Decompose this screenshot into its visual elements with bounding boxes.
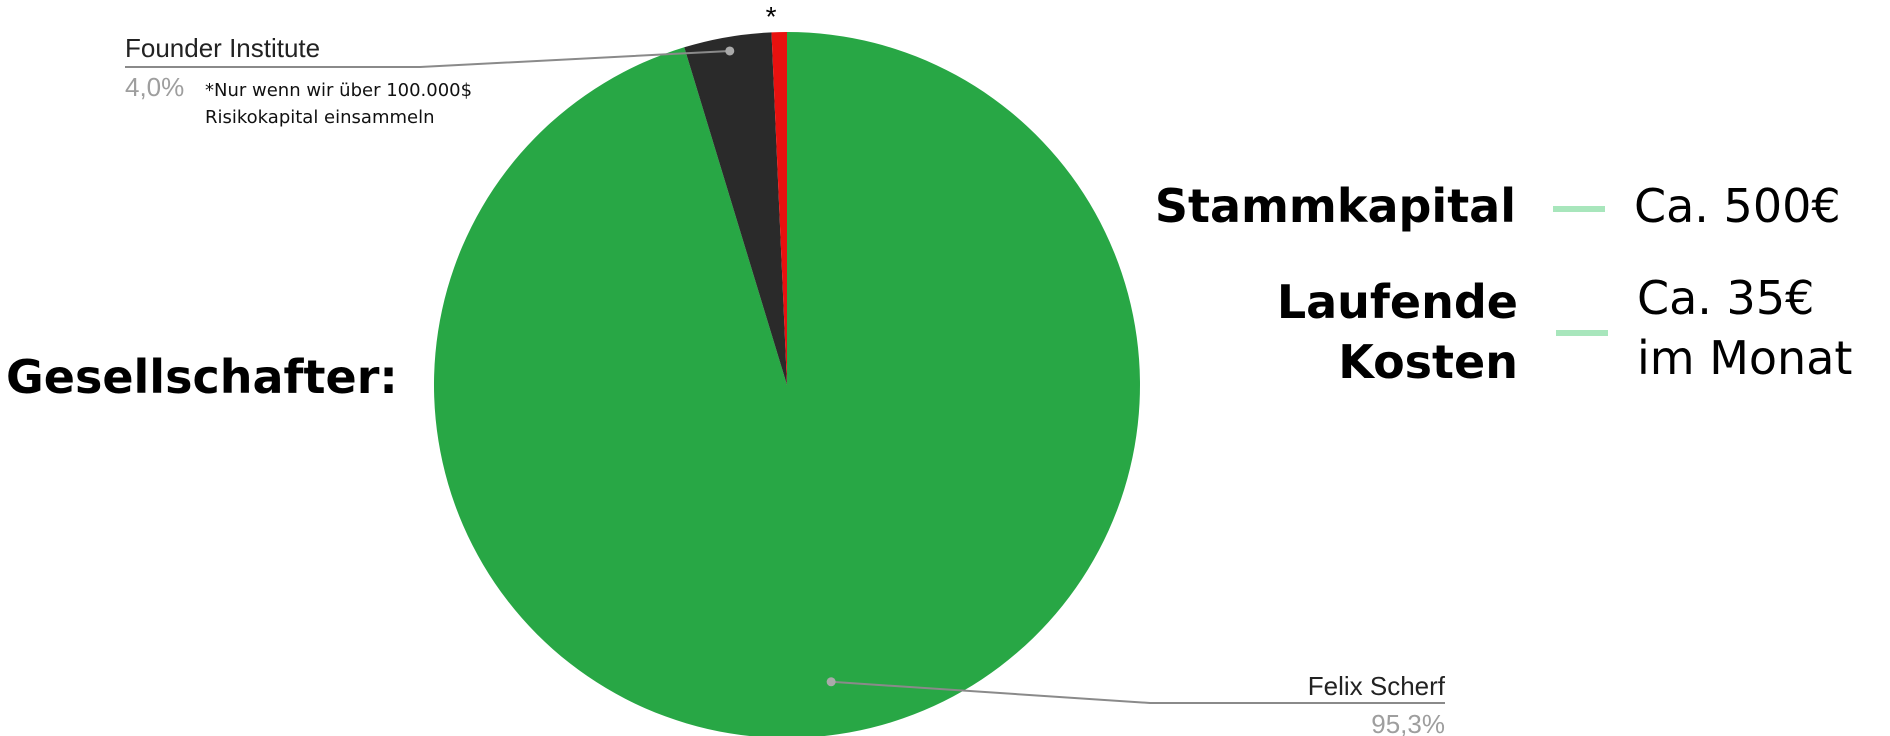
stammkapital-value: Ca. 500€ <box>1634 179 1841 233</box>
stammkapital-label: Stammkapital <box>1154 179 1516 233</box>
slice-label-1: Founder Institute <box>125 33 320 63</box>
slice-value-label-0: 95,3% <box>1371 709 1445 736</box>
note-line-2: Risikokapital einsammeln <box>205 107 435 128</box>
leader-line-1 <box>125 49 730 68</box>
leader-dot-1 <box>725 46 735 56</box>
leader-dot-0 <box>826 677 836 687</box>
laufende-kosten-value-line-2: im Monat <box>1637 331 1853 385</box>
laufende-kosten-dash <box>1556 330 1608 336</box>
laufende-kosten-value: Ca. 35€ im Monat <box>1637 268 1852 388</box>
note-line-1: *Nur wenn wir über 100.000$ <box>205 80 473 101</box>
venture-capital-note: *Nur wenn wir über 100.000$ Risikokapita… <box>205 77 472 131</box>
gesellschafter-heading: Gesellschafter: <box>6 350 398 404</box>
laufende-kosten-label: Laufende Kosten <box>1277 272 1518 392</box>
stammkapital-row: Stammkapital Ca. 500€ <box>1150 176 1890 246</box>
leader-line-0 <box>831 680 1445 704</box>
slice-label-0: Felix Scherf <box>1308 671 1446 701</box>
laufende-kosten-label-line-1: Laufende <box>1276 275 1518 329</box>
slice-label-2: * <box>766 1 777 32</box>
laufende-kosten-row: Laufende Kosten Ca. 35€ im Monat <box>1150 271 1890 402</box>
laufende-kosten-label-line-2: Kosten <box>1338 335 1518 389</box>
pie-slice-0 <box>433 32 1140 736</box>
stammkapital-dash <box>1553 206 1605 212</box>
slice-value-label-1: 4,0% <box>125 72 184 102</box>
pie-slice-2 <box>771 31 787 385</box>
laufende-kosten-value-line-1: Ca. 35€ <box>1637 271 1815 325</box>
pie-slice-1 <box>684 32 787 386</box>
